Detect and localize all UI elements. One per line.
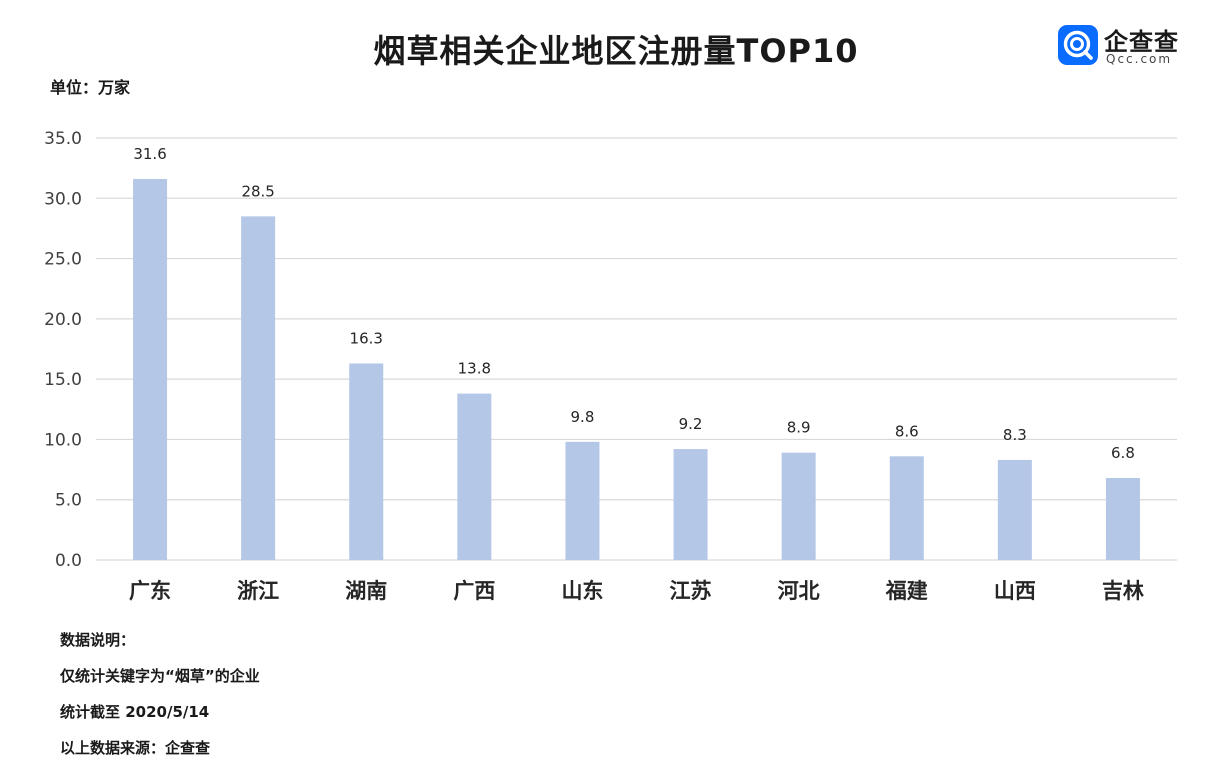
notes-line-source: 以上数据来源：企查查: [60, 739, 211, 757]
grid-lines: [96, 137, 1177, 561]
bars: [133, 178, 1140, 560]
bar-吉林: [1105, 478, 1140, 560]
bar-广西: [457, 393, 492, 560]
bar-chart: 0.0 5.0 10.0 15.0 20.0 25.0 30.0 35.0 31.6 28.5 1…: [44, 129, 1177, 603]
data-label: 8.3: [1003, 426, 1027, 444]
y-tick-label: 35.0: [44, 129, 82, 149]
y-tick-label: 10.0: [44, 430, 82, 450]
data-notes: 数据说明： 仅统计关键字为“烟草”的企业 统计截至 2020/5/14 以上数据…: [60, 622, 260, 766]
data-label: 31.6: [133, 145, 166, 163]
x-tick-label: 广东: [129, 579, 171, 603]
bar-浙江: [241, 216, 276, 560]
data-label: 13.8: [458, 360, 491, 378]
x-tick-label: 湖南: [345, 579, 387, 603]
data-label: 6.8: [1111, 444, 1135, 462]
x-tick-label: 山西: [994, 579, 1036, 603]
x-tick-label: 河北: [778, 579, 820, 603]
x-axis-ticks: 广东 浙江 湖南 广西 山东 江苏 河北 福建 山西 吉林: [129, 579, 1144, 603]
logo-subtitle: Qcc.com: [1106, 52, 1173, 66]
y-tick-label: 15.0: [44, 370, 82, 390]
x-tick-label: 广西: [453, 579, 495, 603]
bar-山东: [565, 441, 600, 560]
data-label: 16.3: [350, 329, 383, 347]
unit-label: 单位：万家: [50, 78, 131, 97]
brand-logo: 企查查 Qcc.com: [1058, 22, 1188, 68]
notes-line-keyword: 仅统计关键字为“烟草”的企业: [60, 667, 260, 685]
x-tick-label: 吉林: [1102, 579, 1144, 603]
bar-福建: [889, 456, 924, 560]
logo-name: 企查查: [1104, 28, 1179, 56]
data-label: 28.5: [241, 182, 274, 200]
qcc-logo-icon: [1058, 25, 1098, 65]
y-tick-label: 5.0: [55, 491, 82, 511]
y-tick-label: 25.0: [44, 250, 82, 270]
bar-广东: [133, 178, 168, 560]
bar-山西: [997, 459, 1032, 560]
chart-title: 烟草相关企业地区注册量TOP10: [373, 32, 859, 70]
y-tick-label: 30.0: [44, 189, 82, 209]
x-tick-label: 福建: [885, 579, 928, 603]
notes-heading: 数据说明：: [60, 631, 136, 649]
x-tick-label: 山东: [561, 579, 603, 603]
notes-line-date: 统计截至 2020/5/14: [60, 703, 210, 721]
bar-湖南: [349, 363, 384, 560]
data-label: 8.9: [787, 419, 811, 437]
data-label: 9.2: [679, 415, 703, 433]
data-labels: 31.6 28.5 16.3 13.8 9.8 9.2 8.9 8.6 8.3 6.8: [133, 145, 1135, 462]
data-label: 9.8: [571, 408, 595, 426]
x-tick-label: 浙江: [237, 579, 279, 603]
data-label: 8.6: [895, 422, 919, 440]
y-tick-label: 0.0: [55, 551, 82, 571]
y-tick-label: 20.0: [44, 310, 82, 330]
y-axis-ticks: 0.0 5.0 10.0 15.0 20.0 25.0 30.0 35.0: [44, 129, 82, 571]
bar-河北: [781, 452, 816, 560]
x-tick-label: 江苏: [670, 579, 712, 603]
bar-江苏: [673, 449, 708, 560]
